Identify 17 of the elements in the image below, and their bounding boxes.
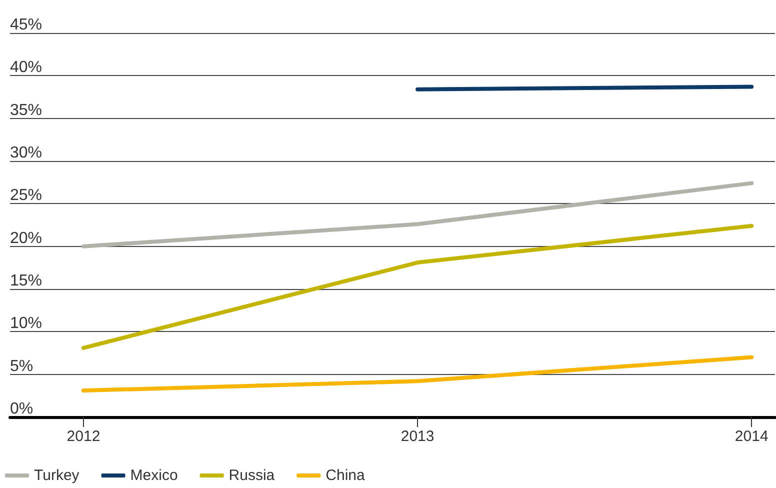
y-tick-label: 30% bbox=[10, 144, 42, 162]
y-tick-label: 45% bbox=[10, 16, 42, 34]
x-tick-label: 2012 bbox=[66, 428, 100, 445]
x-tick-label: 2013 bbox=[400, 428, 434, 445]
y-tick-label: 40% bbox=[10, 59, 42, 76]
y-tick-label: 25% bbox=[10, 187, 42, 204]
x-tick-label: 2014 bbox=[734, 428, 768, 445]
y-tick-label: 5% bbox=[10, 358, 34, 375]
legend-label: Turkey bbox=[34, 467, 80, 484]
y-tick-label: 0% bbox=[10, 400, 34, 418]
y-tick-label: 15% bbox=[10, 272, 42, 290]
legend-label: Russia bbox=[228, 467, 276, 484]
legend-label: Mexico bbox=[130, 467, 178, 484]
legend-label: China bbox=[326, 467, 366, 484]
y-tick-label: 35% bbox=[10, 102, 42, 119]
y-tick-label: 10% bbox=[10, 315, 42, 332]
y-tick-label: 20% bbox=[10, 230, 42, 247]
